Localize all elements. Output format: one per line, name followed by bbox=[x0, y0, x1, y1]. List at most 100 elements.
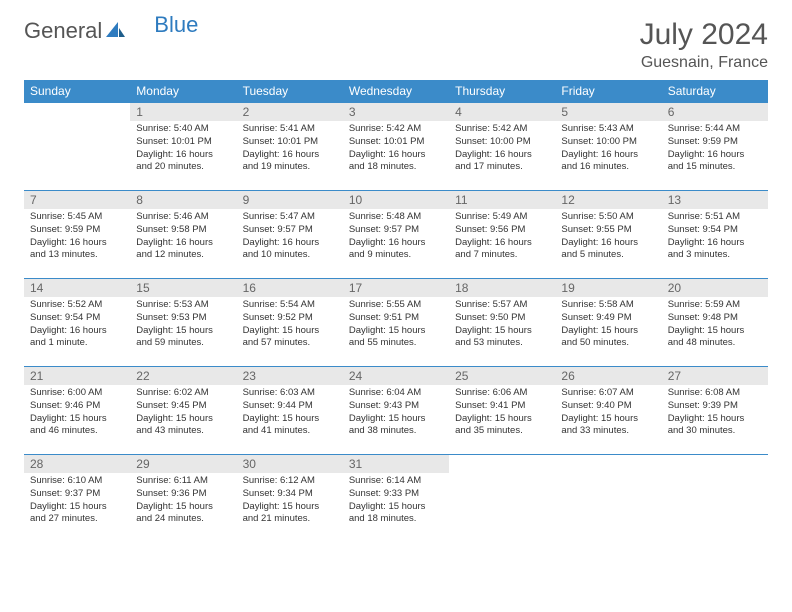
sunset-line: Sunset: 9:39 PM bbox=[668, 400, 762, 413]
calendar-day-cell: 12Sunrise: 5:50 AMSunset: 9:55 PMDayligh… bbox=[555, 191, 661, 279]
sunset-line: Sunset: 9:33 PM bbox=[349, 488, 443, 501]
daylight-line: Daylight: 15 hours and 18 minutes. bbox=[349, 501, 443, 527]
logo-text-1: General bbox=[24, 18, 102, 44]
sunrise-line: Sunrise: 6:03 AM bbox=[243, 387, 337, 400]
day-details: Sunrise: 5:48 AMSunset: 9:57 PMDaylight:… bbox=[343, 209, 449, 266]
day-number: 8 bbox=[130, 191, 236, 209]
day-details: Sunrise: 5:54 AMSunset: 9:52 PMDaylight:… bbox=[237, 297, 343, 354]
sunset-line: Sunset: 9:50 PM bbox=[455, 312, 549, 325]
calendar-day-cell: 6Sunrise: 5:44 AMSunset: 9:59 PMDaylight… bbox=[662, 103, 768, 191]
sunrise-line: Sunrise: 5:44 AM bbox=[668, 123, 762, 136]
day-number: 22 bbox=[130, 367, 236, 385]
sunrise-line: Sunrise: 6:06 AM bbox=[455, 387, 549, 400]
daylight-line: Daylight: 16 hours and 20 minutes. bbox=[136, 149, 230, 175]
header: General Blue July 2024 Guesnain, France bbox=[24, 18, 768, 72]
calendar-day-cell: 17Sunrise: 5:55 AMSunset: 9:51 PMDayligh… bbox=[343, 279, 449, 367]
weekday-header-row: Sunday Monday Tuesday Wednesday Thursday… bbox=[24, 80, 768, 103]
daylight-line: Daylight: 16 hours and 19 minutes. bbox=[243, 149, 337, 175]
calendar-day-cell: 29Sunrise: 6:11 AMSunset: 9:36 PMDayligh… bbox=[130, 455, 236, 543]
daylight-line: Daylight: 16 hours and 12 minutes. bbox=[136, 237, 230, 263]
day-details: Sunrise: 6:00 AMSunset: 9:46 PMDaylight:… bbox=[24, 385, 130, 442]
sunset-line: Sunset: 10:01 PM bbox=[136, 136, 230, 149]
daylight-line: Daylight: 15 hours and 41 minutes. bbox=[243, 413, 337, 439]
day-details: Sunrise: 5:41 AMSunset: 10:01 PMDaylight… bbox=[237, 121, 343, 178]
calendar-day-cell: 4Sunrise: 5:42 AMSunset: 10:00 PMDayligh… bbox=[449, 103, 555, 191]
day-number: 12 bbox=[555, 191, 661, 209]
calendar-week-row: 1Sunrise: 5:40 AMSunset: 10:01 PMDayligh… bbox=[24, 103, 768, 191]
day-details: Sunrise: 6:11 AMSunset: 9:36 PMDaylight:… bbox=[130, 473, 236, 530]
daylight-line: Daylight: 15 hours and 24 minutes. bbox=[136, 501, 230, 527]
day-details: Sunrise: 5:43 AMSunset: 10:00 PMDaylight… bbox=[555, 121, 661, 178]
daylight-line: Daylight: 16 hours and 7 minutes. bbox=[455, 237, 549, 263]
day-number: 5 bbox=[555, 103, 661, 121]
day-number: 23 bbox=[237, 367, 343, 385]
day-number: 2 bbox=[237, 103, 343, 121]
calendar-day-cell: 2Sunrise: 5:41 AMSunset: 10:01 PMDayligh… bbox=[237, 103, 343, 191]
sunrise-line: Sunrise: 6:11 AM bbox=[136, 475, 230, 488]
sunrise-line: Sunrise: 5:52 AM bbox=[30, 299, 124, 312]
logo-sail-icon bbox=[106, 18, 126, 44]
day-details: Sunrise: 6:03 AMSunset: 9:44 PMDaylight:… bbox=[237, 385, 343, 442]
daylight-line: Daylight: 15 hours and 50 minutes. bbox=[561, 325, 655, 351]
day-details: Sunrise: 5:45 AMSunset: 9:59 PMDaylight:… bbox=[24, 209, 130, 266]
daylight-line: Daylight: 16 hours and 10 minutes. bbox=[243, 237, 337, 263]
sunrise-line: Sunrise: 5:42 AM bbox=[349, 123, 443, 136]
day-number bbox=[555, 455, 661, 459]
daylight-line: Daylight: 16 hours and 5 minutes. bbox=[561, 237, 655, 263]
daylight-line: Daylight: 16 hours and 1 minute. bbox=[30, 325, 124, 351]
day-details: Sunrise: 5:47 AMSunset: 9:57 PMDaylight:… bbox=[237, 209, 343, 266]
weekday-header: Monday bbox=[130, 80, 236, 103]
calendar-day-cell: 7Sunrise: 5:45 AMSunset: 9:59 PMDaylight… bbox=[24, 191, 130, 279]
day-details: Sunrise: 5:42 AMSunset: 10:01 PMDaylight… bbox=[343, 121, 449, 178]
sunrise-line: Sunrise: 5:50 AM bbox=[561, 211, 655, 224]
daylight-line: Daylight: 15 hours and 33 minutes. bbox=[561, 413, 655, 439]
sunrise-line: Sunrise: 6:07 AM bbox=[561, 387, 655, 400]
sunset-line: Sunset: 9:59 PM bbox=[30, 224, 124, 237]
sunset-line: Sunset: 9:41 PM bbox=[455, 400, 549, 413]
sunrise-line: Sunrise: 5:49 AM bbox=[455, 211, 549, 224]
sunset-line: Sunset: 9:34 PM bbox=[243, 488, 337, 501]
daylight-line: Daylight: 15 hours and 35 minutes. bbox=[455, 413, 549, 439]
day-number: 6 bbox=[662, 103, 768, 121]
day-number: 29 bbox=[130, 455, 236, 473]
day-details: Sunrise: 5:58 AMSunset: 9:49 PMDaylight:… bbox=[555, 297, 661, 354]
day-number: 16 bbox=[237, 279, 343, 297]
calendar-week-row: 28Sunrise: 6:10 AMSunset: 9:37 PMDayligh… bbox=[24, 455, 768, 543]
sunset-line: Sunset: 9:37 PM bbox=[30, 488, 124, 501]
sunrise-line: Sunrise: 6:14 AM bbox=[349, 475, 443, 488]
daylight-line: Daylight: 16 hours and 3 minutes. bbox=[668, 237, 762, 263]
calendar-day-cell: 14Sunrise: 5:52 AMSunset: 9:54 PMDayligh… bbox=[24, 279, 130, 367]
day-details: Sunrise: 6:12 AMSunset: 9:34 PMDaylight:… bbox=[237, 473, 343, 530]
day-number: 28 bbox=[24, 455, 130, 473]
day-number: 31 bbox=[343, 455, 449, 473]
calendar-day-cell bbox=[555, 455, 661, 543]
day-details: Sunrise: 6:06 AMSunset: 9:41 PMDaylight:… bbox=[449, 385, 555, 442]
day-number: 18 bbox=[449, 279, 555, 297]
sunset-line: Sunset: 9:45 PM bbox=[136, 400, 230, 413]
weekday-header: Thursday bbox=[449, 80, 555, 103]
calendar-day-cell: 23Sunrise: 6:03 AMSunset: 9:44 PMDayligh… bbox=[237, 367, 343, 455]
calendar-day-cell: 27Sunrise: 6:08 AMSunset: 9:39 PMDayligh… bbox=[662, 367, 768, 455]
day-number: 20 bbox=[662, 279, 768, 297]
day-number: 24 bbox=[343, 367, 449, 385]
sunrise-line: Sunrise: 5:41 AM bbox=[243, 123, 337, 136]
daylight-line: Daylight: 16 hours and 18 minutes. bbox=[349, 149, 443, 175]
page-subtitle: Guesnain, France bbox=[640, 54, 768, 72]
calendar-day-cell: 10Sunrise: 5:48 AMSunset: 9:57 PMDayligh… bbox=[343, 191, 449, 279]
day-details: Sunrise: 6:02 AMSunset: 9:45 PMDaylight:… bbox=[130, 385, 236, 442]
sunrise-line: Sunrise: 6:12 AM bbox=[243, 475, 337, 488]
day-number: 26 bbox=[555, 367, 661, 385]
calendar-day-cell: 5Sunrise: 5:43 AMSunset: 10:00 PMDayligh… bbox=[555, 103, 661, 191]
calendar-day-cell: 19Sunrise: 5:58 AMSunset: 9:49 PMDayligh… bbox=[555, 279, 661, 367]
calendar-day-cell: 28Sunrise: 6:10 AMSunset: 9:37 PMDayligh… bbox=[24, 455, 130, 543]
sunrise-line: Sunrise: 6:04 AM bbox=[349, 387, 443, 400]
sunrise-line: Sunrise: 6:02 AM bbox=[136, 387, 230, 400]
daylight-line: Daylight: 15 hours and 46 minutes. bbox=[30, 413, 124, 439]
day-number: 30 bbox=[237, 455, 343, 473]
day-details: Sunrise: 6:10 AMSunset: 9:37 PMDaylight:… bbox=[24, 473, 130, 530]
sunset-line: Sunset: 9:58 PM bbox=[136, 224, 230, 237]
calendar-day-cell: 25Sunrise: 6:06 AMSunset: 9:41 PMDayligh… bbox=[449, 367, 555, 455]
calendar-day-cell bbox=[24, 103, 130, 191]
sunset-line: Sunset: 9:43 PM bbox=[349, 400, 443, 413]
calendar-day-cell: 1Sunrise: 5:40 AMSunset: 10:01 PMDayligh… bbox=[130, 103, 236, 191]
